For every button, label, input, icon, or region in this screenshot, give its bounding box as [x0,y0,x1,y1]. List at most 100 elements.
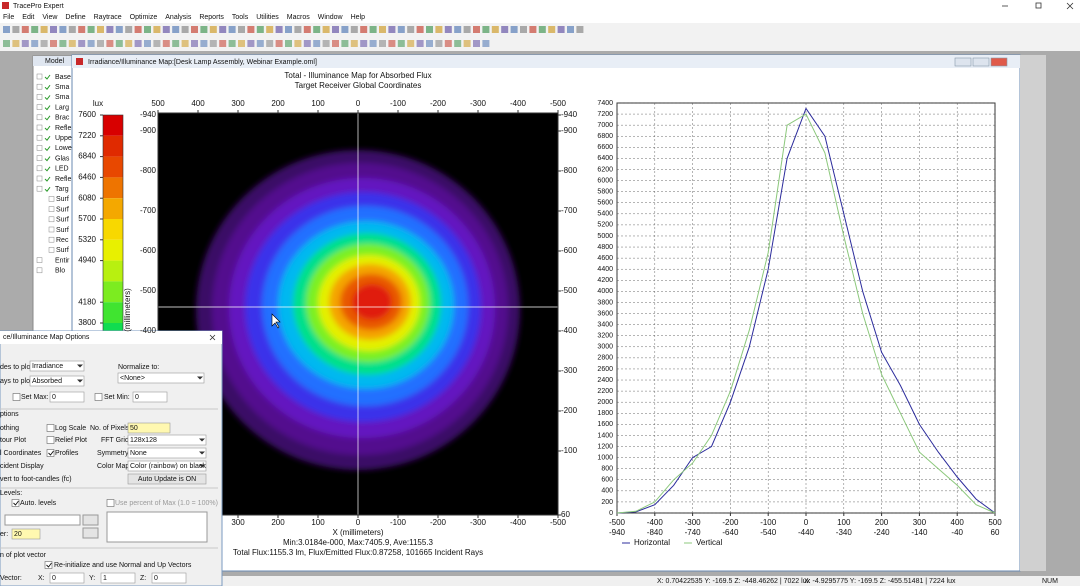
toolbar-button[interactable] [172,26,180,33]
toolbar-button[interactable] [219,26,227,33]
toolbar-button[interactable] [87,40,95,47]
toolbar-button[interactable] [369,40,377,47]
toolbar-button[interactable] [50,40,57,47]
toolbar-button[interactable] [379,26,386,33]
toolbar-button[interactable] [153,26,161,33]
toolbar-button[interactable] [200,40,208,47]
toolbar-button[interactable] [134,26,142,33]
toolbar-button[interactable] [285,26,292,33]
toolbar-button[interactable] [181,26,189,33]
toolbar-button[interactable] [40,26,48,33]
text-input[interactable] [151,572,187,584]
toolbar-button[interactable] [379,40,386,47]
level-button[interactable] [82,527,99,539]
tree-expander[interactable] [36,257,43,263]
tree-item[interactable]: Sma [55,84,70,91]
tree-expander[interactable] [36,83,43,90]
tree-expander[interactable] [36,155,43,161]
toolbar-button[interactable] [21,26,29,33]
menu-item[interactable]: Analysis [165,14,192,21]
tree-item[interactable]: Glas [55,155,70,162]
toolbar-button[interactable] [78,40,86,47]
checkbox[interactable] [94,393,103,401]
toolbar-button[interactable] [332,26,339,33]
toolbar-button[interactable] [341,40,349,47]
tree-expander[interactable] [36,124,43,131]
close[interactable] [990,57,1008,67]
tree-expander[interactable] [36,267,43,274]
toolbar-button[interactable] [238,26,245,33]
menu-item[interactable]: Raytrace [94,14,122,21]
toolbar-button[interactable] [172,40,180,47]
level-input[interactable] [4,514,81,526]
toolbar-button[interactable] [256,26,264,33]
toolbar-button[interactable] [397,26,405,33]
toolbar-button[interactable] [294,26,302,33]
toolbar-button[interactable] [332,40,339,47]
text-input[interactable] [132,391,168,403]
tree-item[interactable]: Surf [56,206,69,213]
toolbar-button[interactable] [115,26,123,33]
checkbox[interactable] [44,561,53,569]
toolbar-button[interactable] [303,40,311,47]
toolbar-button[interactable] [444,40,452,47]
menu-item[interactable]: View [42,14,58,21]
levels-list[interactable] [106,511,208,543]
toolbar-button[interactable] [341,26,349,33]
dropdown[interactable] [117,372,205,384]
dropdown[interactable] [29,375,85,387]
checkbox[interactable] [46,449,55,457]
tree-item[interactable]: Sma [55,94,70,101]
toolbar-button[interactable] [228,40,236,47]
toolbar-button[interactable] [275,26,283,33]
toolbar-button[interactable] [144,40,151,47]
toolbar-button[interactable] [444,26,452,33]
menu-item[interactable]: Edit [22,14,34,21]
toolbar-button[interactable] [313,26,321,33]
tree-item[interactable]: Surf [56,196,69,203]
toolbar-button[interactable] [397,40,405,47]
checkbox[interactable] [46,436,55,444]
tree-expander[interactable] [36,175,43,182]
tree-expander[interactable] [36,185,43,192]
toolbar-button[interactable] [350,40,358,47]
toolbar-button[interactable] [294,40,302,47]
toolbar-button[interactable] [181,40,189,47]
toolbar-button[interactable] [238,40,245,47]
toolbar-button[interactable] [266,26,274,33]
toolbar-button[interactable] [31,40,39,47]
tree-expander[interactable] [36,104,43,110]
menu-item[interactable]: Define [65,14,85,21]
toolbar-button[interactable] [247,26,255,33]
toolbar-button[interactable] [529,26,537,33]
button[interactable] [127,473,207,485]
toolbar-button[interactable] [557,26,565,33]
toolbar-button[interactable] [125,26,133,33]
menu-item[interactable]: File [3,14,14,21]
toolbar-button[interactable] [266,40,274,47]
tree-item[interactable]: Lowe [55,145,72,152]
toolbar-button[interactable] [567,26,574,33]
toolbar-button[interactable] [97,26,104,33]
toolbar-button[interactable] [407,40,415,47]
toolbar-button[interactable] [12,26,20,33]
text-input[interactable] [49,572,85,584]
dialog-close[interactable] [209,334,216,341]
toolbar-button[interactable] [153,40,161,47]
toolbar-button[interactable] [115,40,123,47]
dropdown[interactable] [29,360,85,372]
toolbar-button[interactable] [78,26,86,33]
close[interactable] [1066,2,1074,10]
toolbar-button[interactable] [360,40,368,47]
tree-expander[interactable] [36,94,43,100]
toolbar-button[interactable] [350,26,358,33]
toolbar-button[interactable] [388,40,396,47]
toolbar-button[interactable] [538,26,546,33]
tree-item[interactable]: Refle [55,176,71,183]
tree-expander[interactable] [48,247,55,253]
checkbox[interactable] [106,499,115,507]
toolbar-button[interactable] [59,40,67,47]
tree-expander[interactable] [48,216,55,223]
tree-expander[interactable] [48,226,55,233]
toolbar-button[interactable] [285,40,292,47]
